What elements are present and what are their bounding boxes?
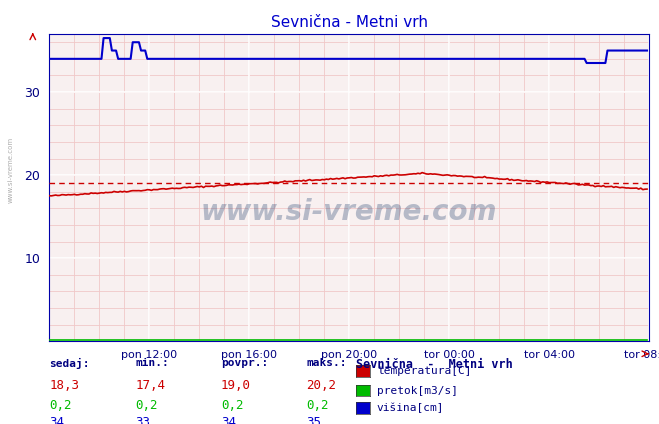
Text: www.si-vreme.com: www.si-vreme.com xyxy=(201,198,498,226)
Text: pretok[m3/s]: pretok[m3/s] xyxy=(377,385,458,396)
Text: 35: 35 xyxy=(306,416,322,424)
Text: 0,2: 0,2 xyxy=(135,399,158,412)
Text: Sevnična  -  Metni vrh: Sevnična - Metni vrh xyxy=(356,358,513,371)
Text: 19,0: 19,0 xyxy=(221,379,251,393)
Text: min.:: min.: xyxy=(135,358,169,368)
Text: sedaj:: sedaj: xyxy=(49,358,90,369)
Text: temperatura[C]: temperatura[C] xyxy=(377,366,471,377)
Text: 0,2: 0,2 xyxy=(306,399,329,412)
Text: 0,2: 0,2 xyxy=(221,399,243,412)
Text: 34: 34 xyxy=(49,416,65,424)
Title: Sevnična - Metni vrh: Sevnična - Metni vrh xyxy=(271,15,428,30)
Text: povpr.:: povpr.: xyxy=(221,358,268,368)
Text: višina[cm]: višina[cm] xyxy=(377,403,444,413)
Text: 20,2: 20,2 xyxy=(306,379,337,393)
Text: maks.:: maks.: xyxy=(306,358,347,368)
Text: 18,3: 18,3 xyxy=(49,379,80,393)
Text: 0,2: 0,2 xyxy=(49,399,72,412)
Text: www.si-vreme.com: www.si-vreme.com xyxy=(8,137,14,203)
Text: 17,4: 17,4 xyxy=(135,379,165,393)
Text: 33: 33 xyxy=(135,416,150,424)
Text: 34: 34 xyxy=(221,416,236,424)
